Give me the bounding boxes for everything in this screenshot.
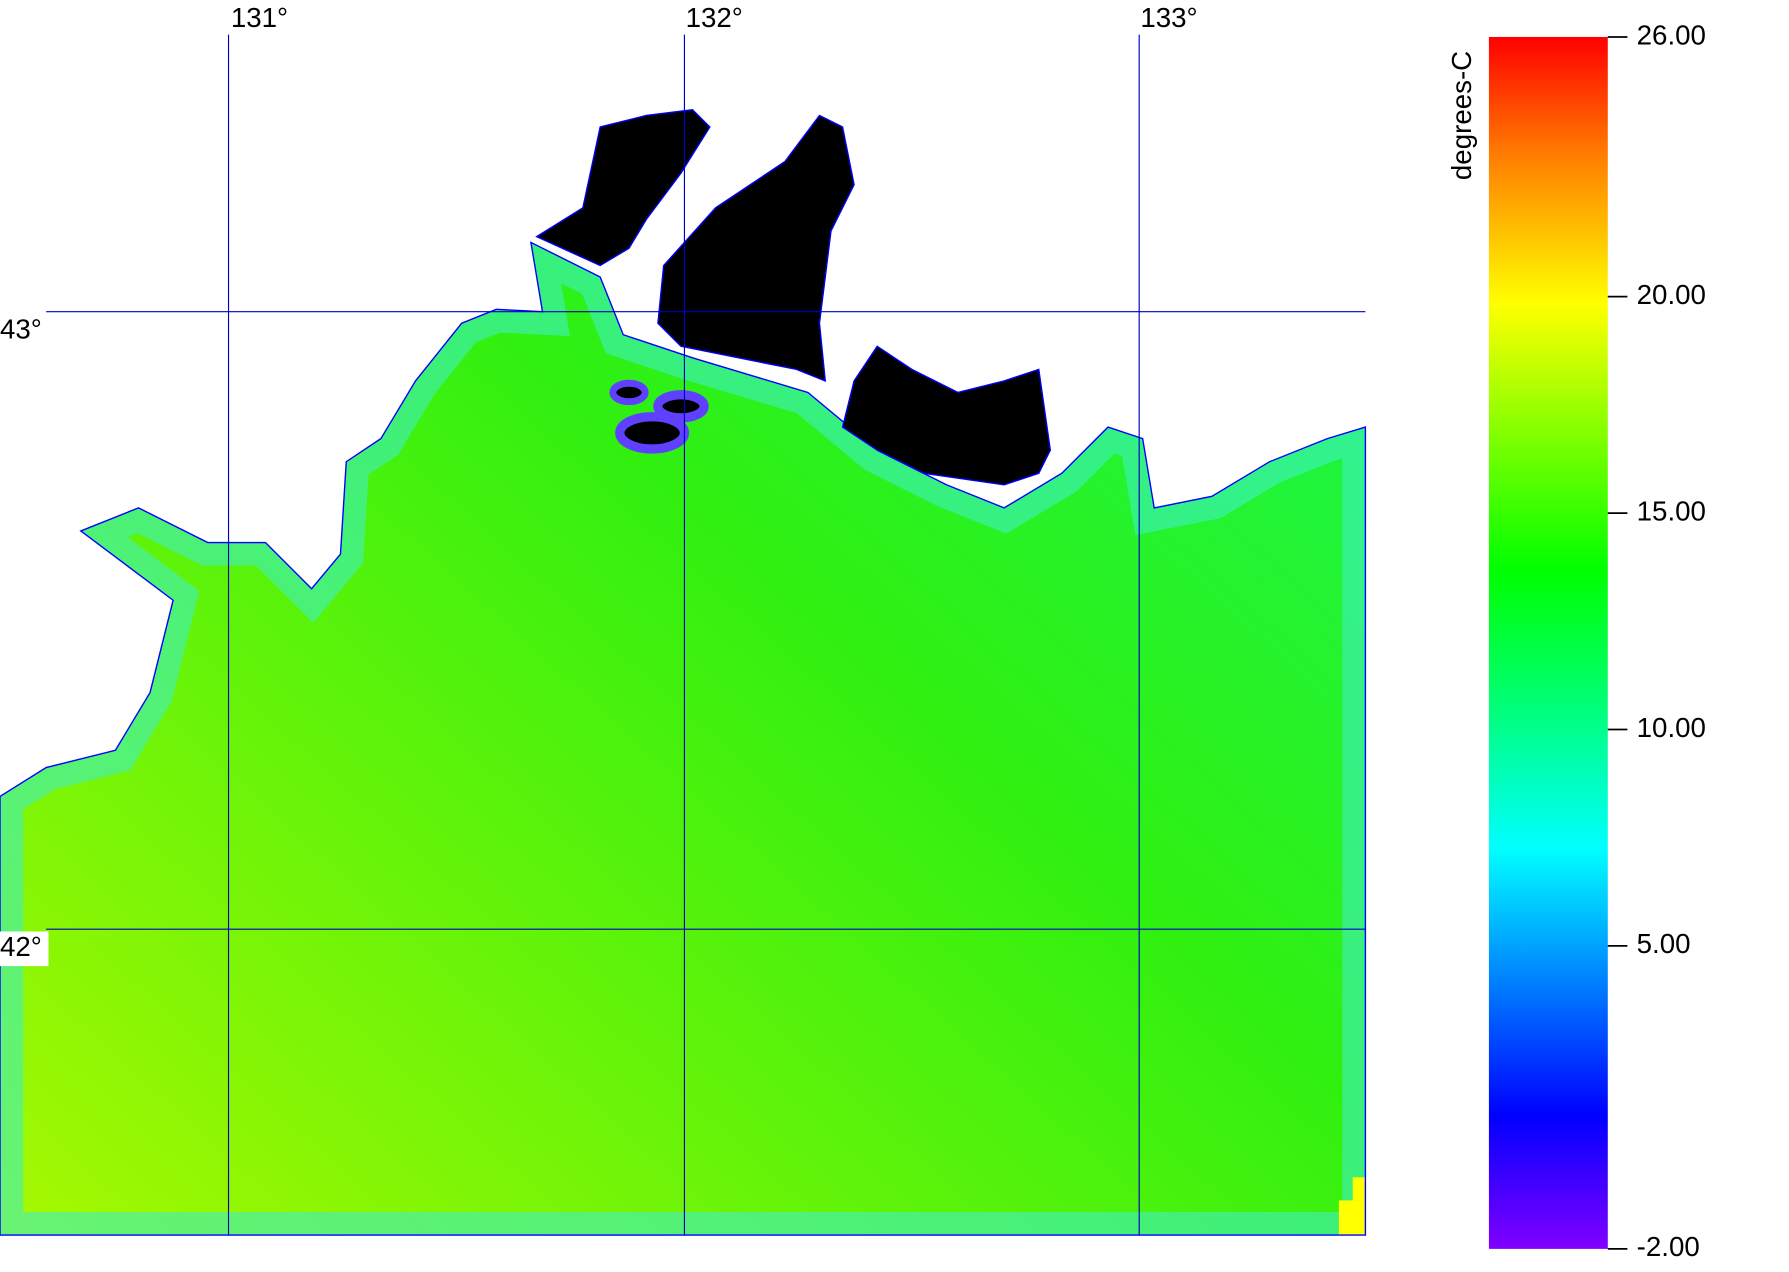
warm-patch	[1338, 1200, 1366, 1236]
lat-label: 42°	[0, 931, 42, 962]
land-masked	[535, 108, 1052, 486]
colorbar-tick-label: 10.00	[1637, 712, 1706, 743]
colorbar: degrees-C 26.00 20.00 15.00 10.00 5.00 -2.00	[1446, 19, 1706, 1262]
lon-label: 132°	[686, 2, 743, 33]
colorbar-ramp	[1488, 36, 1608, 1249]
lat-label: 43°	[0, 314, 42, 345]
map: 131° 132° 133° 43° 42°	[0, 0, 1367, 1236]
lon-label: 131°	[231, 2, 288, 33]
colorbar-tick-label: 26.00	[1637, 19, 1706, 50]
colorbar-tick-label: 15.00	[1637, 495, 1706, 526]
lon-label: 133°	[1140, 2, 1197, 33]
colorbar-tick-label: -2.00	[1637, 1231, 1700, 1262]
graticule	[46, 34, 1366, 1236]
warm-patch	[1352, 1177, 1366, 1201]
colorbar-label: degrees-C	[1446, 51, 1477, 180]
colorbar-tick-label: 20.00	[1637, 279, 1706, 310]
colorbar-tick-label: 5.00	[1637, 928, 1691, 959]
